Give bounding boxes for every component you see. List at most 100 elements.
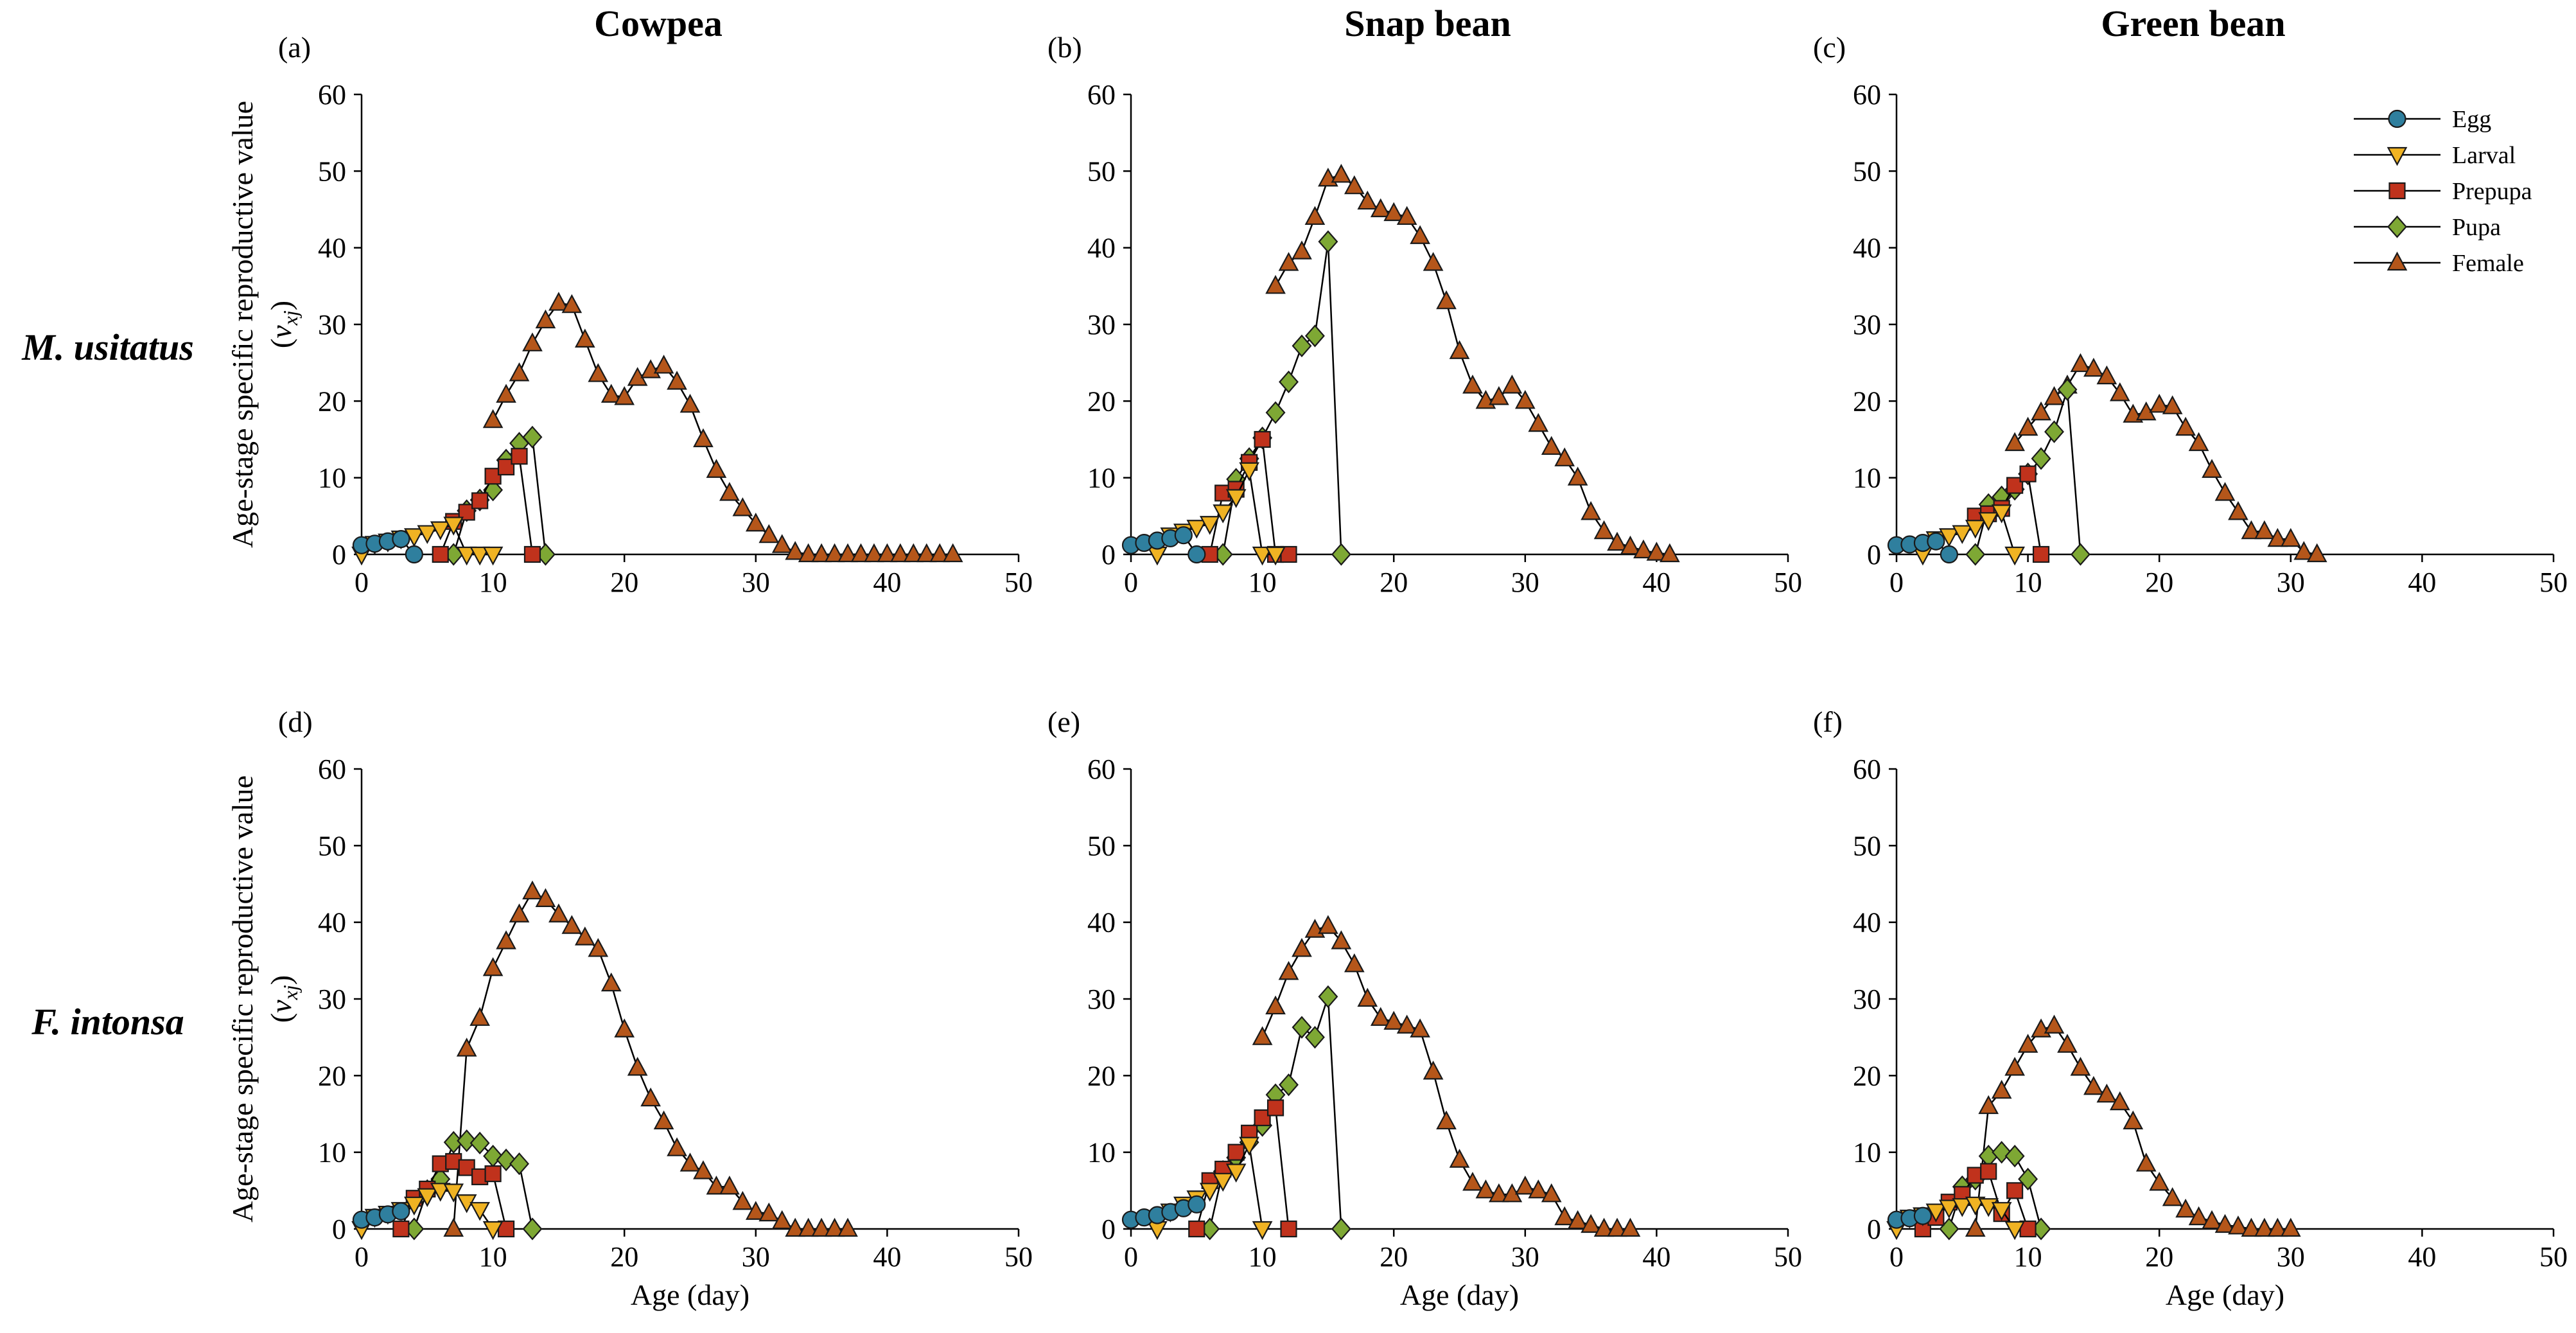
data-point-female [2162,1187,2183,1206]
data-point-female [877,543,898,563]
y-tick-label: 50 [1087,830,1116,861]
y-tick-label: 10 [1087,1137,1116,1169]
data-point-female [1514,390,1536,409]
y-tick-label: 50 [1087,155,1116,187]
data-point-female [574,328,595,348]
x-tick-label: 40 [2408,567,2436,598]
data-point-pupa [1279,370,1299,394]
data-point-larval [1965,520,1986,539]
data-point-female [903,543,924,563]
titles-layer: Cowpea Snap bean Green bean M. usitatus F. i… [21,3,2285,1043]
data-point-female [732,1190,753,1210]
data-point-female [758,1202,780,1222]
data-point-female [456,1037,477,1057]
data-point-larval [1938,1199,1959,1219]
y-axis-label: Age-stage specific reproductive value [226,101,259,548]
data-point-female [1370,198,1391,218]
data-point-female [1357,987,1378,1007]
y-axis-label: Age-stage specific reproductive value [226,775,259,1223]
y-tick-label: 20 [1087,385,1116,417]
legend-label-pupa: Pupa [2452,214,2501,241]
data-point-female [850,543,872,563]
y-tick-label: 20 [318,1060,346,1091]
series-egg [1121,526,1206,564]
data-point-female [758,524,780,543]
data-point-female [2228,501,2248,520]
data-point-female [2044,1014,2065,1034]
data-point-female [1383,1011,1405,1030]
data-point-female [640,1087,661,1107]
y-tick-label: 30 [1853,984,1881,1015]
data-point-female [443,1217,464,1237]
y-tick-label: 60 [318,754,346,785]
series-female [1965,1014,2301,1237]
data-point-female [600,384,622,403]
x-tick-label: 50 [2539,567,2568,598]
data-point-female [1528,1179,1549,1199]
y-tick-label: 10 [1853,1137,1881,1169]
data-point-female [732,497,753,516]
data-point-female [2267,1217,2288,1237]
data-point-larval [1239,1136,1259,1156]
series-egg [352,530,423,564]
y-tick-label: 20 [1853,385,1881,417]
y-tick-label: 60 [1853,79,1881,110]
data-point-female [482,409,504,428]
data-point-pupa [522,1217,543,1240]
data-point-female [1462,1172,1483,1191]
data-point-female [482,957,504,976]
data-point-female [916,543,937,563]
data-point-female [509,903,530,923]
data-point-female [1344,175,1365,195]
panel-label-f: (f) [1813,705,1843,738]
data-point-larval [469,546,490,566]
legend: Egg Larval Prepupa Pupa Female [2354,106,2532,277]
data-point-female [2135,1152,2157,1172]
data-point-egg [392,530,410,549]
legend-label-larval: Larval [2452,142,2516,169]
data-point-female [2162,395,2183,414]
y-tick-label: 10 [1853,463,1881,494]
data-point-female [1449,340,1470,359]
data-point-prepupa [523,545,541,563]
data-point-female [653,1110,674,1130]
y-tick-label: 50 [318,155,346,187]
y-tick-label: 60 [1853,754,1881,785]
data-point-female [1991,1079,2012,1099]
series-egg [352,1202,410,1229]
data-point-female [1449,1149,1470,1168]
data-point-female [2109,382,2130,402]
panel-c: (c) 0 10 20 30 40 50 0 10 20 30 40 50 60 [1813,31,2568,598]
x-tick-label: 50 [1774,1241,1802,1273]
data-point-female [1410,1018,1430,1037]
data-point-female [771,534,793,553]
data-point-larval [403,1196,425,1216]
data-point-female [561,294,583,313]
data-point-female [2306,543,2327,563]
x-tick-label: 0 [1889,1241,1904,1273]
data-point-prepupa [1188,1220,1205,1238]
data-point-female [1554,447,1575,466]
data-point-female [1567,1210,1588,1230]
data-point-female [548,903,569,923]
data-point-female [1436,1110,1457,1130]
data-point-female [929,543,951,563]
data-point-female [1593,1217,1615,1237]
legend-item-pupa: Pupa [2354,214,2501,241]
panel-a: (a) 0 10 20 30 40 50 0 10 20 30 40 50 60 Age-stage spe… [226,31,1033,598]
data-point-female [1567,466,1588,486]
column-title-cowpea: Cowpea [594,3,723,44]
data-point-female [614,386,635,405]
data-point-female [496,930,516,949]
data-point-female [811,1217,832,1237]
data-point-pupa [2004,1144,2025,1168]
data-point-female [561,915,583,934]
data-point-larval [469,1202,490,1221]
data-point-female [2254,1217,2275,1237]
y-tick-label: 50 [318,830,346,861]
data-point-female [1620,1217,1641,1237]
panel-b: (b) 0 10 20 30 40 50 0 10 20 30 40 50 60 [1047,31,1802,598]
y-tick-label: 0 [1867,539,1881,570]
data-point-pupa [1279,1073,1299,1097]
data-point-larval [443,1183,464,1203]
